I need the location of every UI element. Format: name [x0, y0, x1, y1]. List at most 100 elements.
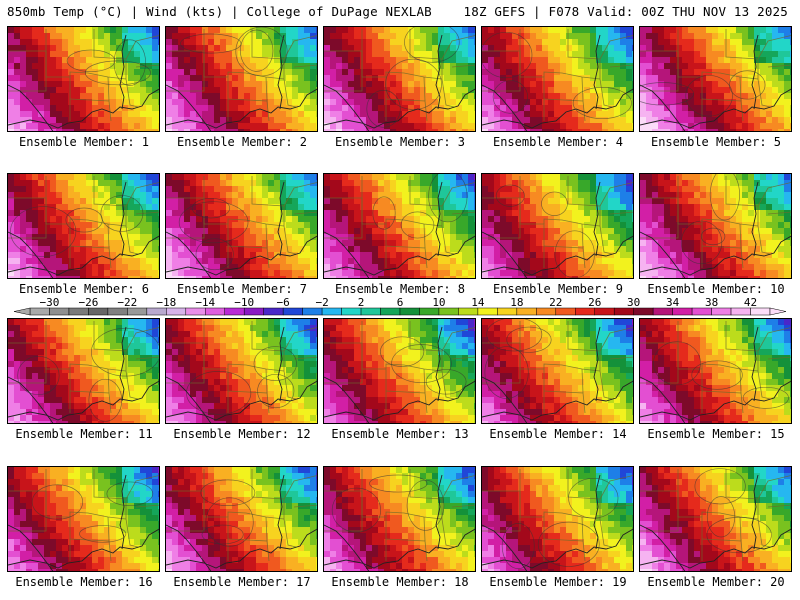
ensemble-panel-12: [165, 318, 318, 424]
colorbar-bin: [419, 307, 440, 316]
colorbar-tick-label: 34: [666, 297, 680, 309]
colorbar-tick-label: −14: [195, 297, 215, 309]
colorbar-tick-label: −2: [315, 297, 328, 309]
ensemble-panel-17: [165, 466, 318, 572]
ensemble-panel-7: [165, 173, 318, 279]
colorbar-tick-label: −10: [234, 297, 254, 309]
colorbar-bin: [88, 307, 109, 316]
colorbar-bin: [380, 307, 401, 316]
temperature-map-19: [482, 467, 633, 571]
colorbar-bin: [613, 307, 634, 316]
temperature-map-20: [640, 467, 791, 571]
colorbar-graphic: −30 −26 −22 −18 −14 −10 −6 −2 2 6 10 14 18 22 26 30 34 38…: [13, 297, 787, 316]
ensemble-member-label: Ensemble Member: 11: [15, 427, 153, 441]
ensemble-panel-5: [639, 26, 792, 132]
temperature-map-1: [8, 27, 159, 131]
ensemble-panel-10: [639, 173, 792, 279]
colorbar-tick-label: −30: [40, 297, 60, 309]
temperature-map-6: [8, 174, 159, 278]
colorbar-tick-label: 18: [510, 297, 523, 309]
ensemble-panel-1: [7, 26, 160, 132]
ensemble-member-label: Ensemble Member: 17: [173, 575, 311, 589]
ensemble-member-label: Ensemble Member: 16: [15, 575, 153, 589]
colorbar-tick-label: 38: [705, 297, 718, 309]
map-title: 850mb Temp (°C) | Wind (kts) | College o…: [7, 4, 432, 19]
ensemble-member-label: Ensemble Member: 10: [647, 282, 785, 296]
colorbar-bin: [282, 307, 303, 316]
ensemble-member-label: Ensemble Member: 18: [331, 575, 469, 589]
colorbar-bin: [652, 307, 673, 316]
colorbar-bin: [477, 307, 498, 316]
ensemble-panel-14: [481, 318, 634, 424]
colorbar-bin: [750, 307, 771, 316]
ensemble-member-label: Ensemble Member: 9: [492, 282, 624, 296]
colorbar-bin: [360, 307, 381, 316]
colorbar-bin: [127, 307, 148, 316]
ensemble-panel-19: [481, 466, 634, 572]
colorbar-tick-label: 6: [397, 297, 404, 309]
ensemble-member-label: Ensemble Member: 2: [176, 135, 308, 149]
colorbar-bin: [263, 307, 284, 316]
temperature-map-10: [640, 174, 791, 278]
ensemble-panel-8: [323, 173, 476, 279]
temperature-map-13: [324, 319, 475, 423]
temperature-map-14: [482, 319, 633, 423]
ensemble-panel-15: [639, 318, 792, 424]
ensemble-panel-13: [323, 318, 476, 424]
colorbar-bin: [555, 307, 576, 316]
colorbar-tick-label: 2: [358, 297, 365, 309]
ensemble-member-label: Ensemble Member: 7: [176, 282, 308, 296]
colorbar-bin: [205, 307, 225, 316]
colorbar-tick-label: −6: [277, 297, 290, 309]
ensemble-member-label: Ensemble Member: 3: [334, 135, 466, 149]
ensemble-panel-16: [7, 466, 160, 572]
colorbar-bin: [185, 307, 206, 316]
temperature-map-9: [482, 174, 633, 278]
ensemble-panel-11: [7, 318, 160, 424]
colorbar-bin: [68, 307, 89, 316]
ensemble-member-label: Ensemble Member: 8: [334, 282, 466, 296]
temperature-map-3: [324, 27, 475, 131]
colorbar-bin: [458, 307, 479, 316]
colorbar-bin: [711, 307, 732, 316]
colorbar-bin: [594, 307, 615, 316]
colorbar-tick-label: 26: [588, 297, 601, 309]
temperature-map-2: [166, 27, 317, 131]
temperature-map-15: [640, 319, 791, 423]
ensemble-member-label: Ensemble Member: 14: [489, 427, 627, 441]
colorbar-tick-label: 30: [627, 297, 640, 309]
ensemble-panel-2: [165, 26, 318, 132]
colorbar-bin: [438, 307, 459, 316]
colorbar-bin: [341, 307, 362, 316]
colorbar-bin: [497, 307, 518, 316]
colorbar-tick-label: 42: [744, 297, 757, 309]
colorbar-tick-label: −22: [117, 297, 137, 309]
colorbar-max-arrow: [769, 307, 787, 316]
ensemble-member-label: Ensemble Member: 5: [650, 135, 782, 149]
temperature-map-7: [166, 174, 317, 278]
ensemble-member-label: Ensemble Member: 6: [18, 282, 150, 296]
colorbar-bin: [575, 307, 595, 316]
colorbar-bin: [302, 307, 323, 316]
colorbar-min-arrow: [13, 307, 31, 316]
colorbar-bin: [146, 307, 167, 316]
colorbar-tick-label: 22: [549, 297, 562, 309]
colorbar-bin: [730, 307, 751, 316]
ensemble-member-label: Ensemble Member: 15: [647, 427, 785, 441]
ensemble-panel-9: [481, 173, 634, 279]
colorbar-bin: [166, 307, 187, 316]
colorbar-bin: [243, 307, 264, 316]
ensemble-panel-4: [481, 26, 634, 132]
model-run-info: 18Z GEFS | F078 Valid: 00Z THU NOV 13 20…: [463, 4, 788, 19]
colorbar-bin: [536, 307, 557, 316]
colorbar-tick-label: 14: [471, 297, 485, 309]
colorbar-bin: [633, 307, 654, 316]
colorbar-tick-label: −18: [156, 297, 176, 309]
colorbar-bin: [224, 307, 245, 316]
temperature-colorbar: −30 −26 −22 −18 −14 −10 −6 −2 2 6 10 14 18 22 26 30 34 38…: [12, 297, 788, 319]
ensemble-member-label: Ensemble Member: 12: [173, 427, 311, 441]
temperature-map-5: [640, 27, 791, 131]
colorbar-tick-label: 10: [432, 297, 445, 309]
ensemble-panel-18: [323, 466, 476, 572]
temperature-map-4: [482, 27, 633, 131]
